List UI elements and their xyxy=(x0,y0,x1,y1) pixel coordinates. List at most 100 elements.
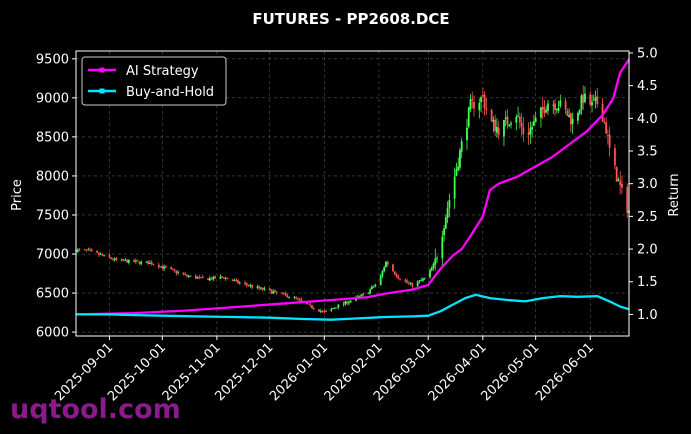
candle-body xyxy=(311,305,313,309)
y2-tick-label: 3.0 xyxy=(637,177,658,192)
candle-body xyxy=(298,298,301,300)
candle-body xyxy=(333,307,336,309)
candle-body xyxy=(564,100,567,110)
candle-body xyxy=(372,286,375,288)
candle-body xyxy=(161,266,164,269)
candle-body xyxy=(569,113,572,125)
candle-body xyxy=(149,262,151,264)
candle-body xyxy=(619,181,622,186)
candle-body xyxy=(261,287,264,290)
candle-body xyxy=(626,187,629,213)
candle-body xyxy=(383,267,386,272)
candle-body xyxy=(541,106,544,110)
candle-body xyxy=(545,109,548,113)
candle-body xyxy=(515,116,518,123)
candle-body xyxy=(212,276,215,280)
candle-body xyxy=(606,135,609,136)
candle-body xyxy=(362,293,364,295)
candle-body xyxy=(346,301,349,304)
candle-body xyxy=(127,259,130,263)
candle-body xyxy=(115,258,118,260)
candle-body xyxy=(532,121,535,126)
y-tick-label: 7000 xyxy=(36,248,69,263)
candle-body xyxy=(323,310,326,312)
candle-body xyxy=(577,112,579,121)
candle-body xyxy=(78,249,81,251)
candle-body xyxy=(369,289,372,294)
candle-body xyxy=(418,280,421,282)
candle-body xyxy=(268,288,271,291)
candle-body xyxy=(360,294,363,297)
candle-body xyxy=(615,167,618,182)
candle-body xyxy=(152,264,155,265)
candle-body xyxy=(226,278,229,280)
legend: AI Strategy Buy-and-Hold xyxy=(81,56,227,106)
y2-tick-label: 2.5 xyxy=(637,210,658,225)
candle-body xyxy=(397,276,400,279)
candle-body xyxy=(210,278,213,280)
candle-body xyxy=(175,270,178,274)
candle-body xyxy=(480,97,482,103)
candle-body xyxy=(459,150,461,168)
candle-body xyxy=(444,217,447,229)
candle-body xyxy=(420,280,423,281)
candle-body xyxy=(274,291,276,292)
candle-body xyxy=(163,266,165,269)
candle-body xyxy=(469,99,472,110)
candle-body xyxy=(170,267,173,270)
candle-body xyxy=(557,108,560,112)
y-tick-label: 9500 xyxy=(36,52,69,67)
candle-body xyxy=(112,258,114,260)
candle-body xyxy=(319,311,322,312)
candle-body xyxy=(223,277,225,279)
candle-body xyxy=(335,307,338,309)
candle-body xyxy=(455,169,458,176)
candle-body xyxy=(510,123,512,125)
candle-body xyxy=(466,127,468,141)
candle-body xyxy=(453,176,456,199)
candle-body xyxy=(321,311,324,312)
candle-body xyxy=(247,284,250,287)
candle-body xyxy=(429,270,431,278)
candle-body xyxy=(589,94,592,105)
candle-body xyxy=(194,275,197,279)
candle-body xyxy=(591,101,593,106)
candle-body xyxy=(208,278,211,281)
candle-body xyxy=(159,266,162,268)
grid xyxy=(76,51,629,336)
watermark: uqtool.com xyxy=(10,394,181,425)
candle-body xyxy=(96,250,99,253)
candle-body xyxy=(140,261,143,264)
candle-body xyxy=(370,286,373,290)
candle-body xyxy=(434,258,437,265)
candle-body xyxy=(580,95,583,110)
candle-body xyxy=(238,282,241,284)
candle-body xyxy=(90,250,93,251)
candle-body xyxy=(110,257,113,259)
candle-body xyxy=(89,249,91,251)
candle-body xyxy=(101,254,104,256)
candle-body xyxy=(201,276,204,278)
candle-body xyxy=(126,259,128,263)
candle-body xyxy=(145,261,148,263)
candle-body xyxy=(348,302,350,304)
y2-tick-label: 5.0 xyxy=(637,46,658,61)
candle-body xyxy=(318,309,320,312)
candle-body xyxy=(113,258,116,260)
candle-body xyxy=(224,277,227,279)
candle-body xyxy=(432,263,435,269)
candle-body xyxy=(288,297,290,298)
candle-body xyxy=(497,128,500,135)
candle-body xyxy=(214,276,217,279)
candle-body xyxy=(374,284,377,287)
candle-body xyxy=(508,124,511,127)
y2-tick-label: 3.5 xyxy=(637,145,658,160)
candle-body xyxy=(494,119,497,131)
candle-body xyxy=(471,99,474,101)
y-tick-label: 6500 xyxy=(36,287,69,302)
candle-body xyxy=(235,279,238,281)
candle-body xyxy=(409,282,412,284)
candle-body xyxy=(207,278,209,281)
candle-body xyxy=(309,304,312,306)
legend-marker-benchmark xyxy=(99,88,105,94)
